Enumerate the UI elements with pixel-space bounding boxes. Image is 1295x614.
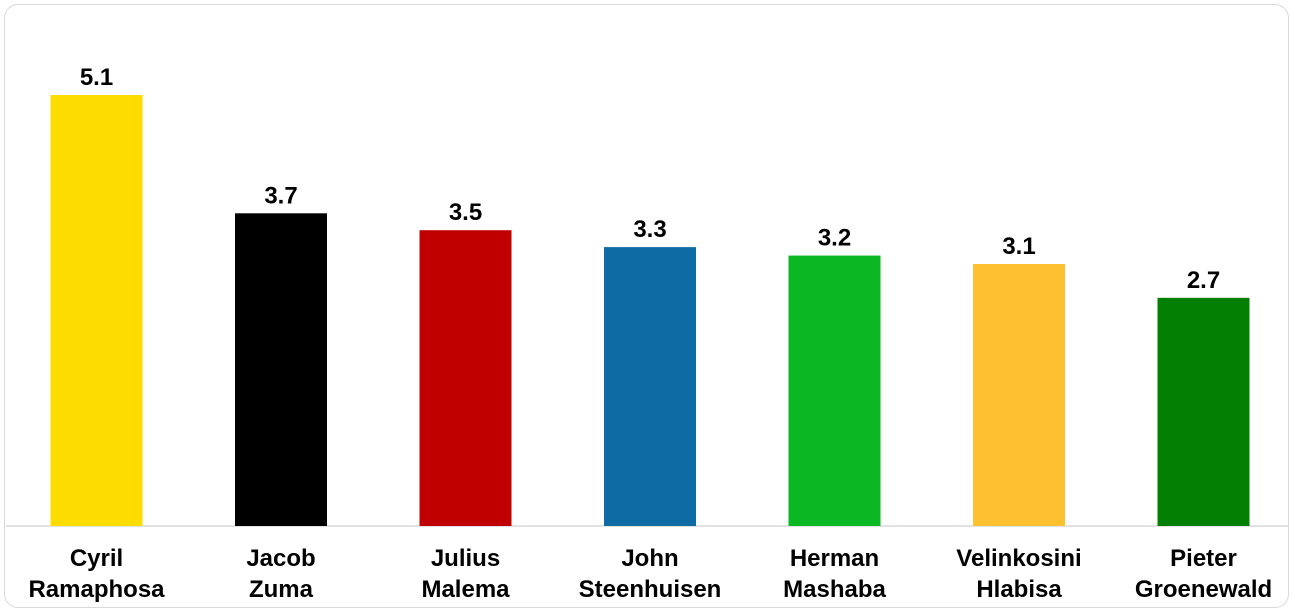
category-label-6-line-0: Pieter <box>1170 545 1237 572</box>
bar-3 <box>604 247 696 526</box>
category-label-5-line-1: Hlabisa <box>976 576 1062 603</box>
bar-value-label-5: 3.1 <box>1002 233 1035 260</box>
category-label-3-line-1: Steenhuisen <box>579 576 722 603</box>
bar-2 <box>419 230 512 526</box>
bar-value-label-6: 2.7 <box>1187 267 1220 294</box>
category-label-5-line-0: Velinkosini <box>956 545 1081 572</box>
bar-0 <box>50 95 143 526</box>
category-label-2-line-1: Malema <box>421 576 510 603</box>
bar-value-label-1: 3.7 <box>264 182 297 209</box>
bar-5 <box>973 264 1065 526</box>
category-label-3-line-0: John <box>621 545 678 572</box>
category-label-4-line-1: Mashaba <box>783 576 886 603</box>
bar-value-label-4: 3.2 <box>818 225 851 252</box>
category-label-1-line-0: Jacob <box>246 545 315 572</box>
bar-4 <box>788 255 881 526</box>
bar-value-label-3: 3.3 <box>633 216 666 243</box>
bar-1 <box>235 213 327 526</box>
category-label-6-line-1: Groenewald <box>1135 576 1272 603</box>
category-labels-group: Cyril Ramaphosa Jacob Zuma Julius Malema John S… <box>28 545 1272 603</box>
bars-group <box>50 95 1250 526</box>
bar-value-label-0: 5.1 <box>80 64 113 91</box>
category-label-4-line-0: Herman <box>790 545 879 572</box>
bar-value-label-2: 3.5 <box>449 199 482 226</box>
category-label-1-line-1: Zuma <box>249 576 314 603</box>
category-label-0-line-1: Ramaphosa <box>28 576 165 603</box>
category-label-2-line-0: Julius <box>431 545 500 572</box>
value-labels-group: 5.1 3.7 3.5 3.3 3.2 3.1 2.7 <box>80 64 1220 294</box>
bar-6 <box>1157 297 1250 526</box>
category-label-0-line-0: Cyril <box>70 545 123 572</box>
